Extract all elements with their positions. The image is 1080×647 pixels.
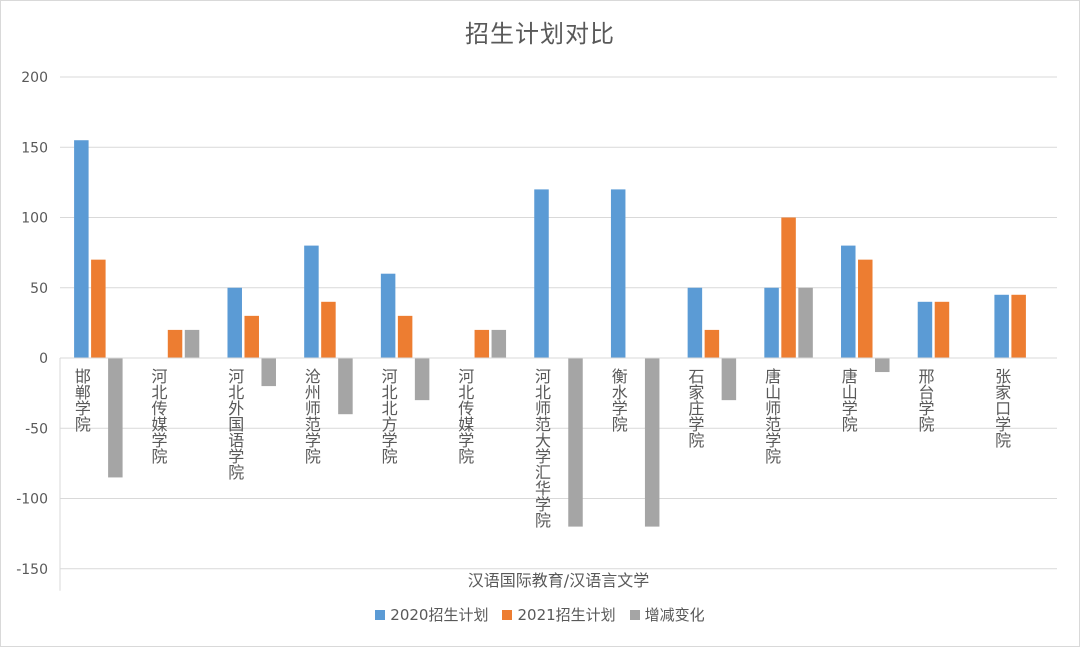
x-category-label: 河北北方学院 xyxy=(379,368,398,465)
x-category-label: 河北师范大学汇华学院 xyxy=(532,368,551,529)
bar-2020 xyxy=(74,140,89,358)
bar-2021 xyxy=(704,329,720,358)
legend-item-2020: 2020招生计划 xyxy=(375,604,488,625)
y-tick-label: -50 xyxy=(25,421,48,437)
bar-change xyxy=(338,358,353,415)
legend-label-2020: 2020招生计划 xyxy=(390,606,489,624)
bar-2020 xyxy=(841,245,856,358)
legend-item-2021: 2021招生计划 xyxy=(502,604,616,625)
bar-change xyxy=(261,358,276,387)
y-tick-label: 0 xyxy=(39,351,48,367)
bar-change xyxy=(491,329,507,358)
legend-label-2021: 2021招生计划 xyxy=(517,606,616,624)
y-tick-label: -150 xyxy=(16,562,48,578)
bar-change xyxy=(644,358,660,527)
bar-change xyxy=(108,358,123,478)
x-category-label: 唐山师范学院 xyxy=(762,368,781,465)
x-category-label: 河北传媒学院 xyxy=(455,368,474,465)
x-category-label: 张家口学院 xyxy=(992,368,1011,449)
y-tick-label: 150 xyxy=(21,140,48,156)
y-tick-label: 200 xyxy=(21,70,48,86)
x-category-label: 河北外国语学院 xyxy=(225,368,244,481)
bar-change xyxy=(721,358,737,401)
x-category-label: 邯郸学院 xyxy=(72,368,91,433)
bar-2021 xyxy=(474,329,490,358)
y-tick-label: 100 xyxy=(21,211,48,227)
bar-2020 xyxy=(304,245,319,358)
bar-2021 xyxy=(167,329,183,358)
bar-2020 xyxy=(534,189,549,358)
y-tick-label: 50 xyxy=(30,281,48,297)
bar-2020 xyxy=(994,294,1009,358)
bar-2021 xyxy=(321,301,336,358)
bar-2021 xyxy=(934,301,950,358)
bar-change xyxy=(798,287,813,358)
x-axis-title: 汉语国际教育/汉语言文学 xyxy=(468,571,649,590)
bar-2020 xyxy=(764,287,779,358)
bar-2021 xyxy=(397,315,413,358)
chart-title: 招生计划对比 xyxy=(465,20,615,48)
y-tick-label: -100 xyxy=(16,492,48,508)
bar-2021 xyxy=(91,259,106,358)
bar-change xyxy=(184,329,200,358)
bar-change xyxy=(414,358,430,401)
bar-2021 xyxy=(781,217,796,358)
bar-2020 xyxy=(917,301,933,358)
bar-2020 xyxy=(687,287,703,358)
legend-item-change: 增减变化 xyxy=(629,604,705,625)
bar-2021 xyxy=(858,259,873,358)
chart-legend: 2020招生计划 2021招生计划 增减变化 xyxy=(0,604,1080,625)
bar-2020 xyxy=(610,189,626,358)
bar-2020 xyxy=(380,273,396,358)
x-category-label: 唐山学院 xyxy=(839,368,858,433)
bar-change xyxy=(568,358,583,527)
x-category-label: 河北传媒学院 xyxy=(149,368,168,465)
legend-label-change: 增减变化 xyxy=(644,606,705,624)
x-category-label: 石家庄学院 xyxy=(685,368,704,449)
x-category-label: 邢台学院 xyxy=(915,368,934,433)
x-category-label: 衡水学院 xyxy=(609,368,628,433)
legend-swatch-2021 xyxy=(502,609,513,620)
legend-swatch-2020 xyxy=(375,609,386,620)
bar-2021 xyxy=(1011,294,1026,358)
bar-2021 xyxy=(244,315,259,358)
bar-2020 xyxy=(227,287,242,358)
x-category-label: 沧州师范学院 xyxy=(302,368,321,465)
bar-change xyxy=(875,358,890,373)
legend-swatch-change xyxy=(629,609,640,620)
